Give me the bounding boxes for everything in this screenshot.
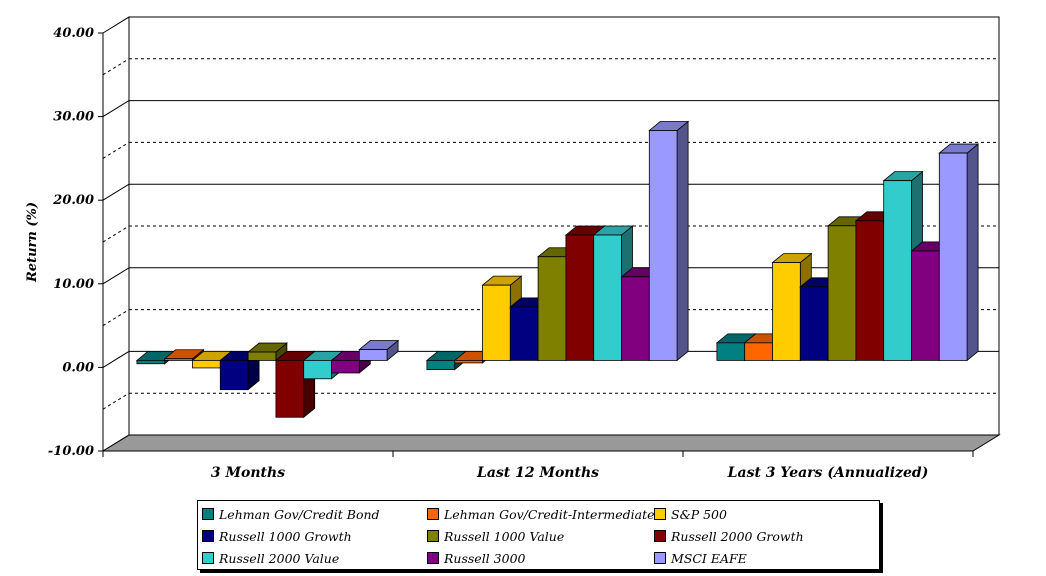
x-category-label: Last 12 Months <box>476 465 599 481</box>
major-gridline-side <box>102 183 130 201</box>
bar <box>246 342 289 362</box>
y-tick-label: -10.00 <box>48 444 94 459</box>
legend-swatch <box>654 530 666 542</box>
legend-item: Russell 3000 <box>427 549 525 567</box>
y-tick-label: 40.00 <box>53 26 94 41</box>
chart: -10.00 0.00 10.00 20.00 30.00 40.00 Return (%)… <box>25 16 1001 481</box>
y-tick-label: 0.00 <box>62 360 94 375</box>
legend-swatch <box>427 508 439 520</box>
bar <box>358 339 400 362</box>
minor-gridline-side <box>102 225 130 243</box>
legend-label: S&P 500 <box>671 506 727 522</box>
legend-label: MSCI EAFE <box>671 550 747 566</box>
legend-item: MSCI EAFE <box>654 549 747 567</box>
legend-swatch <box>427 530 439 542</box>
major-gridline-side <box>102 267 130 285</box>
bar <box>219 350 261 391</box>
y-tick-label: 30.00 <box>53 110 94 125</box>
minor-gridline-side <box>102 141 130 159</box>
bar <box>938 143 980 362</box>
y-tick-label: 20.00 <box>52 193 94 208</box>
minor-gridline-side <box>102 58 130 76</box>
x-category-label: Last 3 Years (Annualized) <box>727 465 929 481</box>
major-gridline-side <box>102 100 130 118</box>
legend-item: Russell 2000 Value <box>202 549 339 567</box>
legend-item: Lehman Gov/Credit Bond <box>202 505 380 523</box>
legend-item: Russell 1000 Growth <box>202 527 352 545</box>
plot-floor <box>101 434 1001 452</box>
legend-swatch <box>654 508 666 520</box>
minor-gridline-side <box>102 309 130 327</box>
legend-label: Lehman Gov/Credit Bond <box>219 506 380 522</box>
legend-label: Russell 1000 Value <box>444 528 565 544</box>
legend-swatch <box>427 552 439 564</box>
legend-label: Russell 3000 <box>444 550 526 566</box>
major-gridline-side <box>102 350 130 368</box>
x-category-label: 3 Months <box>211 465 285 481</box>
legend-item: Russell 1000 Value <box>427 527 564 545</box>
legend-label: Lehman Gov/Credit-Intermediate <box>444 506 655 522</box>
plot-side-wall <box>102 16 130 452</box>
legend-label: Russell 1000 Growth <box>219 528 352 544</box>
legend-item: Russell 2000 Growth <box>654 527 804 545</box>
legend-swatch <box>654 552 666 564</box>
minor-gridline-side <box>102 392 130 410</box>
legend-item: Lehman Gov/Credit-Intermediate <box>427 505 655 523</box>
legend: Lehman Gov/Credit Bond Lehman Gov/Credit-… <box>197 500 880 570</box>
y-tick-label: 10.00 <box>53 277 94 292</box>
legend-swatch <box>202 508 214 520</box>
bar <box>648 120 690 362</box>
legend-item: S&P 500 <box>654 505 727 523</box>
legend-label: Russell 2000 Value <box>219 550 340 566</box>
legend-swatch <box>202 552 214 564</box>
legend-swatch <box>202 530 214 542</box>
bar <box>481 275 523 362</box>
legend-label: Russell 2000 Growth <box>671 528 804 544</box>
y-axis-title: Return (%) <box>25 202 40 283</box>
